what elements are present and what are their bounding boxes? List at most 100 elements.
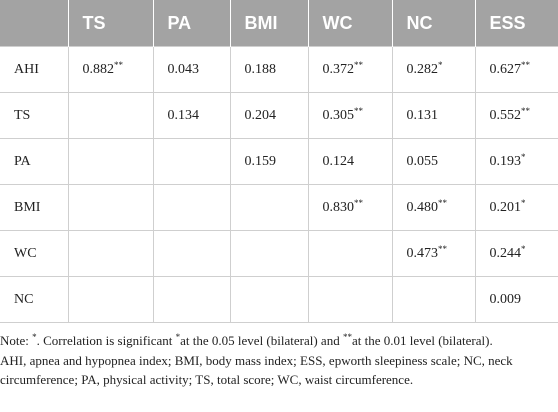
significance-mark: ** (354, 59, 363, 70)
cell-value: 0.201 (489, 199, 522, 215)
cell-value: 0.188 (244, 61, 277, 77)
table-cell: 0.627** (474, 46, 558, 93)
significance-mark: ** (438, 243, 447, 254)
cell-value: 0.480 (406, 199, 439, 215)
significance-mark: * (438, 59, 443, 70)
table-body: AHI 0.882** 0.043 0.188 0.372** 0.282* 0.627**… (0, 46, 558, 323)
cell-value: 0.627 (489, 61, 522, 77)
column-header: BMI (229, 0, 308, 47)
cell-value: 0.131 (406, 107, 439, 123)
column-header: PA (152, 0, 230, 47)
table-cell: 0.124 (307, 138, 393, 185)
table-cell (152, 184, 231, 231)
significance-mark: ** (521, 59, 530, 70)
column-header: NC (391, 0, 475, 47)
cell-value: 0.882 (82, 61, 115, 77)
row-label: AHI (0, 46, 69, 93)
table-cell (391, 276, 476, 323)
table-cell (67, 138, 154, 185)
notes: Note: *. Correlation is significant *at … (0, 323, 558, 389)
table-cell: 0.134 (152, 92, 231, 139)
significance-mark: ** (114, 59, 123, 70)
column-header: WC (307, 0, 392, 47)
row-label: NC (0, 276, 69, 323)
cell-value: 0.193 (489, 153, 522, 169)
cell-value: 0.552 (489, 107, 522, 123)
cell-value: 0.009 (489, 291, 522, 307)
cell-value: 0.055 (406, 153, 439, 169)
table-cell: 0.131 (391, 92, 476, 139)
table-cell: 0.830** (307, 184, 393, 231)
table-cell (152, 138, 231, 185)
significance-mark: ** (521, 105, 530, 116)
note-text: Note: (0, 333, 33, 348)
row-label: TS (0, 92, 69, 139)
significance-mark: * (521, 243, 526, 254)
table-cell (67, 92, 154, 139)
cell-value: 0.204 (244, 107, 277, 123)
note-text: AHI, apnea and hypopnea index; BMI, body… (0, 353, 513, 387)
cell-value: 0.305 (322, 107, 355, 123)
significance-mark: * (521, 197, 526, 208)
table-cell: 0.009 (474, 276, 558, 323)
table-cell: 0.282* (391, 46, 476, 93)
table-cell (152, 276, 231, 323)
corner-cell (0, 0, 68, 47)
table-cell: 0.043 (152, 46, 231, 93)
cell-value: 0.134 (167, 107, 200, 123)
table-cell (307, 276, 393, 323)
table-cell: 0.473** (391, 230, 476, 277)
table-cell (229, 276, 309, 323)
note-superscript: ** (342, 332, 352, 342)
table-cell: 0.552** (474, 92, 558, 139)
table-cell: 0.193* (474, 138, 558, 185)
table-cell: 0.055 (391, 138, 476, 185)
table-cell (67, 230, 154, 277)
significance-mark: ** (354, 105, 363, 116)
cell-value: 0.043 (167, 61, 200, 77)
table-cell: 0.480** (391, 184, 476, 231)
row-label: WC (0, 230, 69, 277)
table-cell (67, 276, 154, 323)
table-cell (67, 184, 154, 231)
correlation-table: TS PA BMI WC NC ESS AHI 0.882** 0.043 0.188 0.372… (0, 0, 558, 323)
table-cell: 0.159 (229, 138, 309, 185)
note-text: at the 0.01 level (bilateral). (351, 333, 493, 348)
table-cell: 0.372** (307, 46, 393, 93)
cell-value: 0.473 (406, 245, 439, 261)
significance-mark: * (521, 151, 526, 162)
note-superscript: * (175, 332, 181, 342)
table-cell (229, 184, 309, 231)
note-text: . Correlation is significant (36, 333, 176, 348)
table-row: WC 0.473** 0.244* (0, 230, 558, 277)
column-header: TS (67, 0, 153, 47)
table-row: PA 0.159 0.124 0.055 0.193* (0, 138, 558, 185)
cell-value: 0.282 (406, 61, 439, 77)
cell-value: 0.124 (322, 153, 355, 169)
note-text: at the 0.05 level (bilateral) and (180, 333, 343, 348)
significance-mark: ** (438, 197, 447, 208)
significance-mark: ** (354, 197, 363, 208)
row-label: BMI (0, 184, 69, 231)
cell-value: 0.372 (322, 61, 355, 77)
header-row: TS PA BMI WC NC ESS (0, 0, 558, 47)
note: Note: *. Correlation is significant *at … (0, 331, 558, 350)
note: AHI, apnea and hypopnea index; BMI, body… (0, 351, 558, 389)
column-header: ESS (474, 0, 558, 47)
table-cell: 0.204 (229, 92, 309, 139)
table-cell (229, 230, 309, 277)
note-superscript: * (32, 332, 37, 342)
cell-value: 0.830 (322, 199, 355, 215)
table-cell: 0.882** (67, 46, 154, 93)
table-cell (152, 230, 231, 277)
table-row: AHI 0.882** 0.043 0.188 0.372** 0.282* 0.627** (0, 46, 558, 93)
table-cell: 0.201* (474, 184, 558, 231)
row-label: PA (0, 138, 69, 185)
table-cell: 0.244* (474, 230, 558, 277)
table-cell (307, 230, 393, 277)
cell-value: 0.159 (244, 153, 277, 169)
cell-value: 0.244 (489, 245, 522, 261)
table-cell: 0.305** (307, 92, 393, 139)
table-row: BMI 0.830** 0.480** 0.201* (0, 184, 558, 231)
